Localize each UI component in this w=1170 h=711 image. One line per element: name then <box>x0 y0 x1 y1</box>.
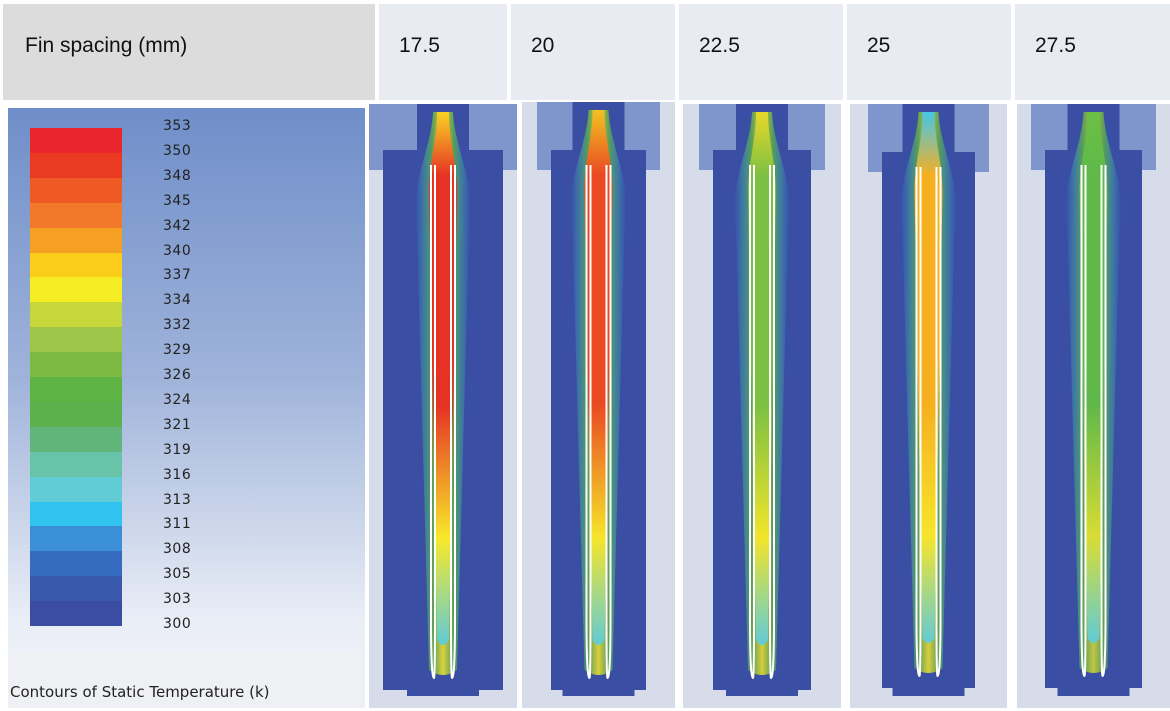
legend-swatch <box>30 601 122 627</box>
spacing-value: 27.5 <box>1035 34 1076 57</box>
contour-plot-22-5 <box>683 104 841 708</box>
legend-label: 313 <box>163 491 192 508</box>
legend-swatch <box>30 327 122 353</box>
spacing-value: 20 <box>531 34 555 57</box>
spacing-value: 22.5 <box>699 34 740 57</box>
legend-label: 350 <box>163 142 192 159</box>
caption-area <box>8 652 365 708</box>
legend-label: 342 <box>163 217 192 234</box>
contour-plot-25 <box>850 104 1007 708</box>
legend-swatch <box>30 526 122 552</box>
legend-swatch <box>30 476 122 502</box>
legend-swatch <box>30 426 122 452</box>
fin <box>430 165 436 680</box>
legend-label: 305 <box>163 566 192 583</box>
fin-spacing-label: Fin spacing (mm) <box>25 34 188 57</box>
legend-label: 324 <box>163 391 192 408</box>
header-spacing-cell-3: 22.5 <box>679 4 843 100</box>
legend-label: 303 <box>163 591 192 608</box>
temperature-legend: 353 350 348 345 342 340 337 334 332 329 326 324 321 3… <box>8 108 365 708</box>
legend-label: 300 <box>163 616 192 632</box>
contour-panel-1 <box>369 104 517 708</box>
outlet-neck <box>407 688 479 696</box>
fin <box>605 165 612 680</box>
spacing-value: 17.5 <box>399 34 440 57</box>
fin <box>1080 165 1087 678</box>
legend-swatch <box>30 501 122 527</box>
legend-swatch <box>30 302 122 328</box>
legend-swatch <box>30 252 122 278</box>
fin <box>1100 165 1107 678</box>
legend-label: 329 <box>163 342 192 359</box>
legend-label: 319 <box>163 441 192 458</box>
outlet-neck <box>726 688 798 696</box>
legend-swatch <box>30 227 122 253</box>
contour-panel-3 <box>683 104 841 708</box>
header-spacing-cell-5: 27.5 <box>1015 4 1170 100</box>
outlet-neck <box>892 686 965 696</box>
legend-label: 345 <box>163 192 192 209</box>
legend-swatch <box>30 377 122 402</box>
header-spacing-cell-2: 20 <box>511 4 675 100</box>
header-label-cell: Fin spacing (mm) <box>3 4 375 100</box>
legend-swatch <box>30 202 122 228</box>
fin <box>585 165 592 680</box>
contour-plot-27-5 <box>1017 104 1170 708</box>
legend-label: 321 <box>163 416 192 433</box>
fin <box>450 165 456 680</box>
outlet-neck <box>1057 686 1130 696</box>
fin <box>769 165 775 680</box>
legend-label: 311 <box>163 516 192 533</box>
legend-label: 326 <box>163 367 192 383</box>
contour-panel-4 <box>850 104 1007 708</box>
header-spacing-cell-4: 25 <box>847 4 1011 100</box>
legend-swatch <box>30 128 122 153</box>
legend-swatch <box>30 352 122 378</box>
legend-label: 348 <box>163 167 192 184</box>
contour-plot-20 <box>522 102 675 708</box>
legend-swatch <box>30 152 122 178</box>
fin <box>749 165 755 680</box>
legend-swatch <box>30 551 122 577</box>
legend-label: 334 <box>163 292 192 309</box>
contour-plot-17-5 <box>369 104 517 708</box>
legend-swatch <box>30 177 122 203</box>
legend-label: 340 <box>163 242 192 259</box>
contour-panel-5 <box>1017 104 1170 708</box>
legend-swatch <box>30 576 122 602</box>
legend-label: 353 <box>163 118 192 134</box>
spacing-value: 25 <box>867 34 891 57</box>
legend-label: 337 <box>163 267 192 284</box>
legend-swatch <box>30 401 122 427</box>
legend-swatch <box>30 277 122 303</box>
header-spacing-cell-1: 17.5 <box>379 4 507 100</box>
fin <box>915 167 922 678</box>
legend-label: 316 <box>163 466 192 483</box>
outlet-neck <box>562 688 635 696</box>
contour-panel-2 <box>522 102 675 708</box>
legend-swatch <box>30 451 122 477</box>
legend-label: 332 <box>163 317 192 334</box>
legend-label: 308 <box>163 541 192 558</box>
fin <box>935 167 942 678</box>
legend-caption: Contours of Static Temperature (k) <box>10 683 270 701</box>
